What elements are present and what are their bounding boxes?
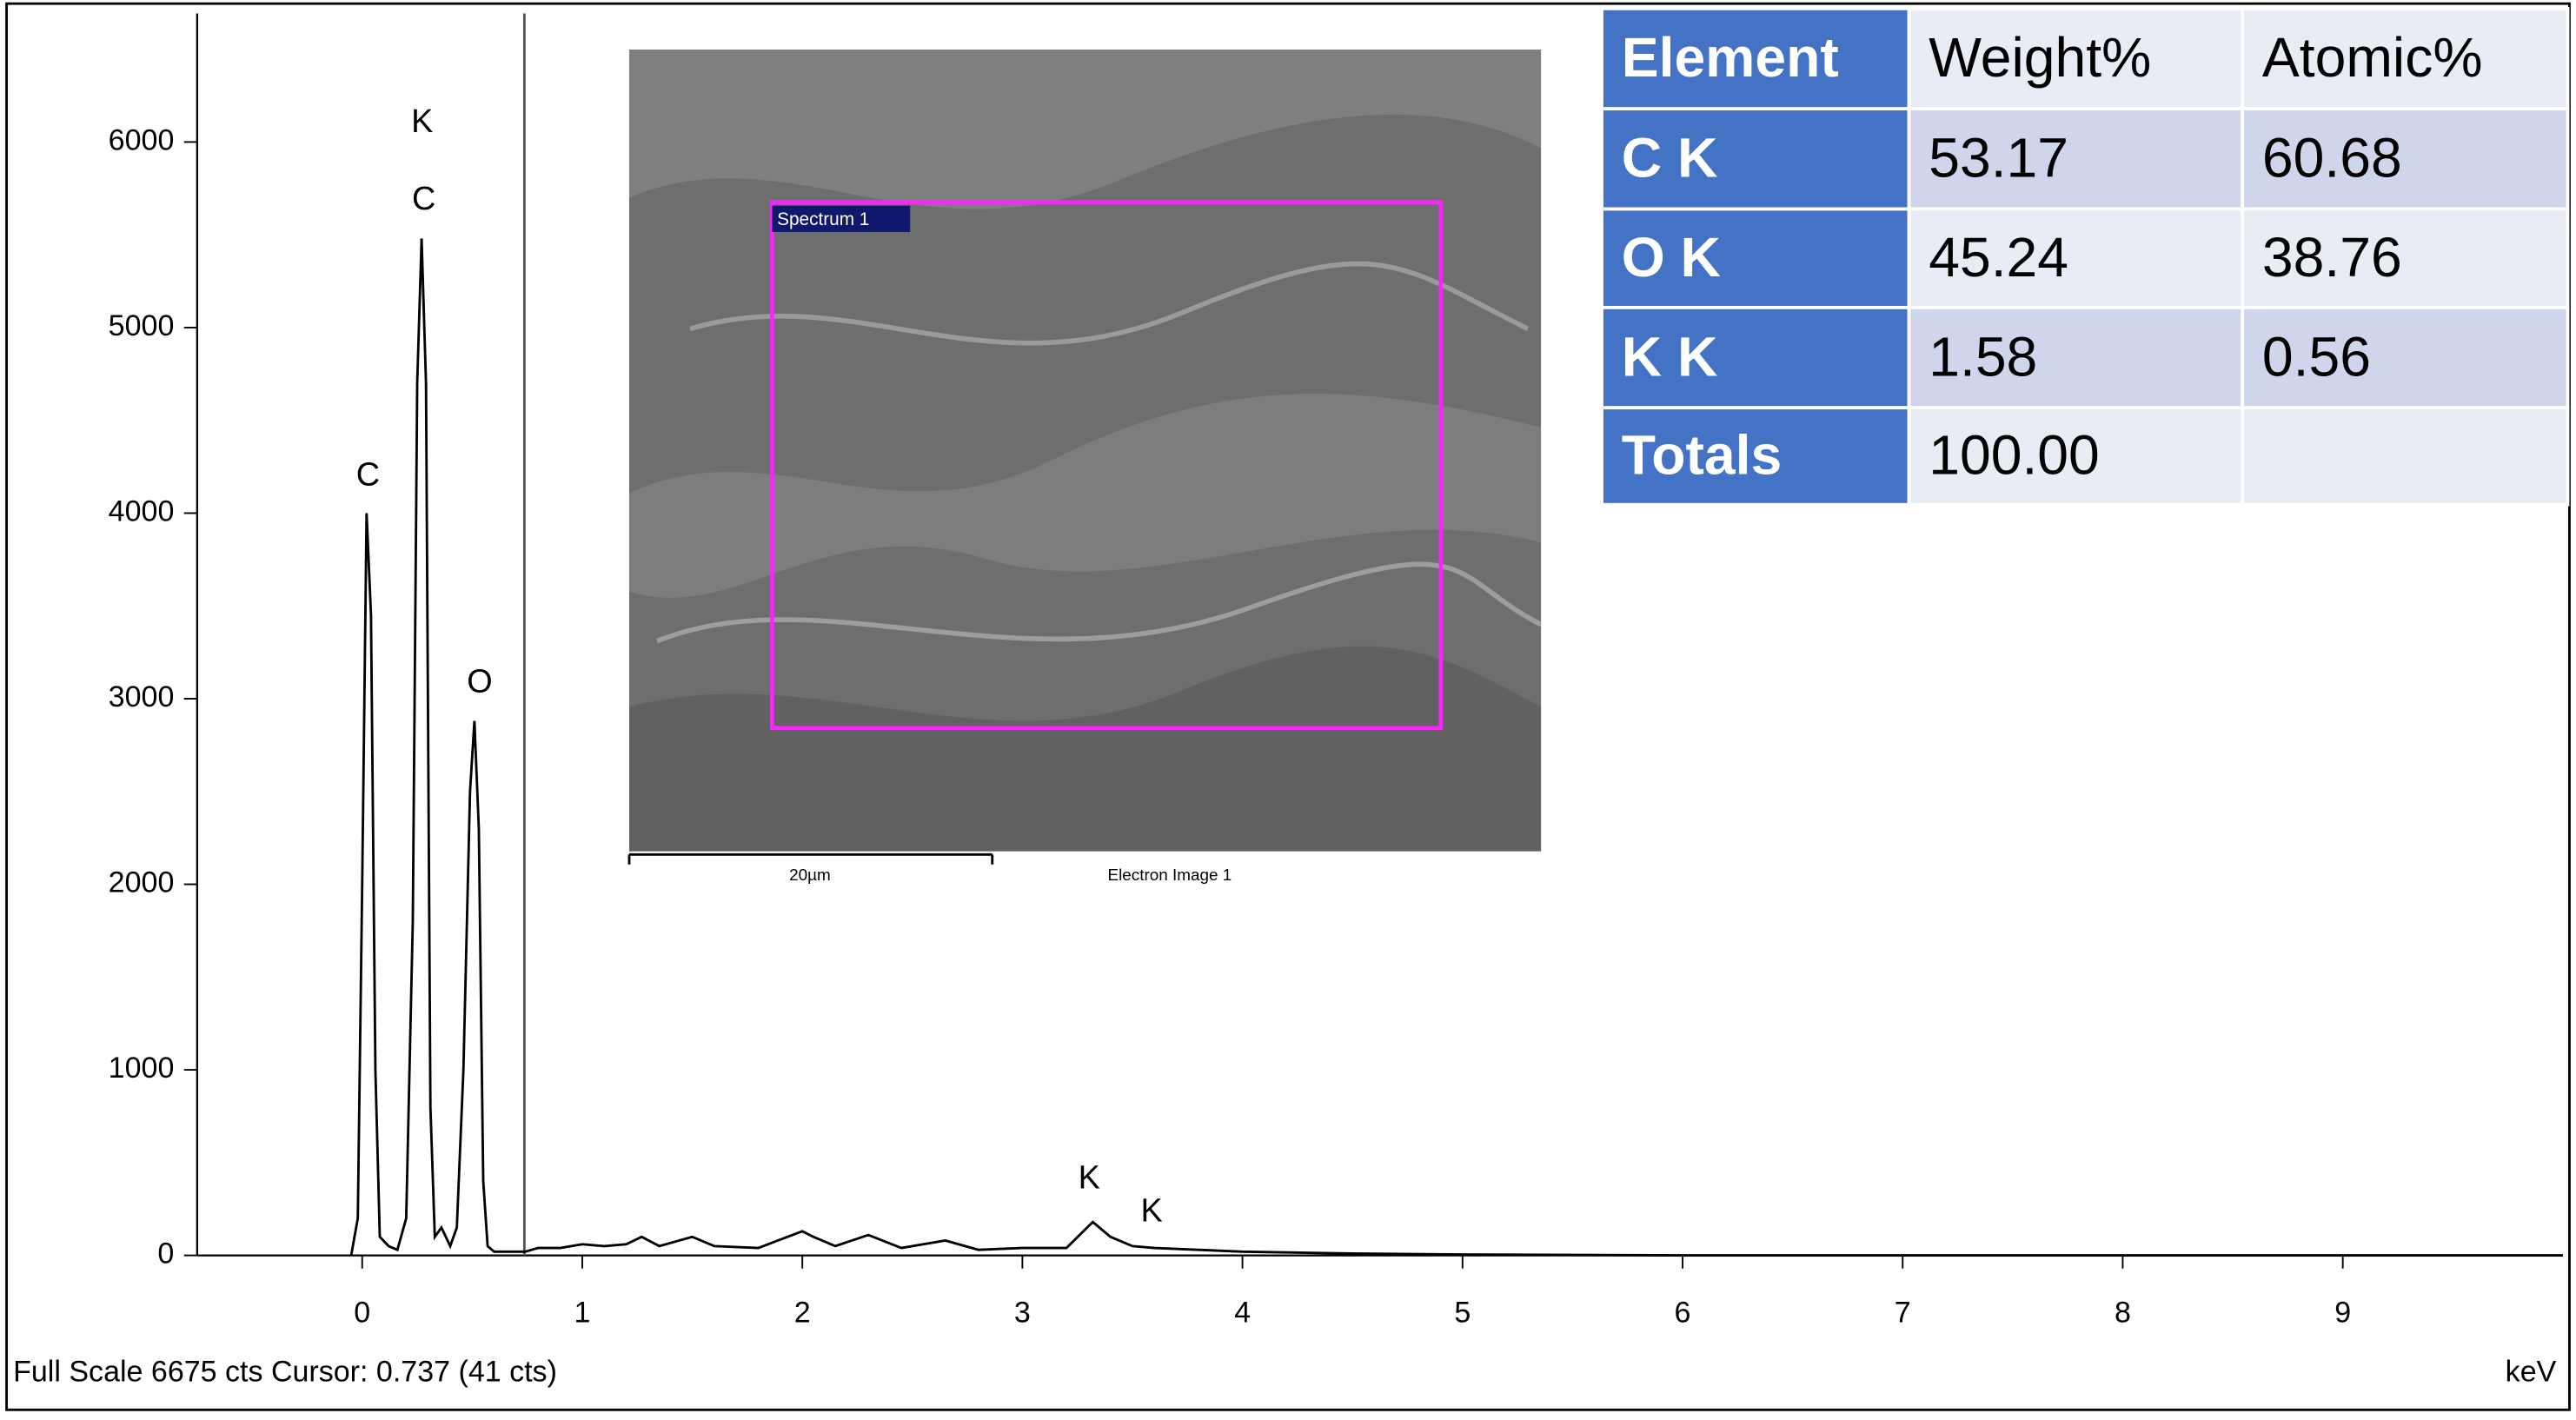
table-text: Atomic% [2262, 26, 2483, 89]
x-tick-label: 4 [1234, 1297, 1251, 1330]
texture [628, 394, 1542, 598]
table-text: Element [1622, 26, 1839, 89]
table-text: 100.00 [1929, 424, 2100, 487]
peak-label: C [356, 457, 380, 494]
y-tick-label: 6000 [109, 123, 175, 156]
table-cell [2241, 207, 2570, 309]
table-text: K K [1622, 325, 1718, 388]
table-cell [1907, 406, 2245, 507]
table-cell [2241, 305, 2570, 410]
x-tick-label: 3 [1014, 1297, 1031, 1330]
peak-label: K [1140, 1192, 1162, 1229]
x-axis-label: keV [2506, 1356, 2557, 1389]
texture [656, 561, 1543, 644]
table-text: 38.76 [2262, 226, 2402, 289]
peak-label: K [411, 103, 433, 140]
x-tick-label: 1 [574, 1297, 590, 1330]
y-tick-label: 5000 [109, 309, 175, 342]
y-tick-label: 0 [157, 1238, 174, 1271]
table-text: 45.24 [1929, 226, 2068, 289]
x-tick-label: 8 [2115, 1297, 2131, 1330]
x-tick-label: 0 [354, 1297, 370, 1330]
table-text: Weight% [1929, 26, 2151, 89]
table-cell [2241, 107, 2570, 211]
peak-label: O [467, 664, 492, 700]
peak-label: K [1079, 1160, 1100, 1197]
table-cell [2241, 6, 2570, 111]
spectrum-line [349, 238, 2563, 1257]
x-tick-label: 5 [1454, 1297, 1471, 1330]
table-text: O K [1622, 226, 1721, 289]
table-cell [1907, 305, 2245, 410]
table-cell [1600, 305, 1911, 410]
image-caption: Electron Image 1 [1107, 866, 1232, 885]
table-text: 53.17 [1929, 127, 2068, 189]
table-text: 60.68 [2262, 127, 2402, 189]
scale-label: 20µm [789, 866, 831, 885]
y-tick-label: 1000 [109, 1052, 175, 1085]
y-tick-label: 2000 [109, 866, 175, 899]
x-tick-label: 7 [1895, 1297, 1911, 1330]
electron-image: Spectrum 1 20µm Electron Image 1 [627, 50, 1543, 885]
table-cell [1600, 406, 1911, 507]
y-tick-label: 3000 [109, 680, 175, 713]
peak-label: C [412, 181, 435, 217]
texture [689, 261, 1530, 346]
table-text: Totals [1622, 424, 1782, 487]
table-text: 1.58 [1929, 325, 2037, 388]
composition-table: Element Weight% Atomic% C K 53.17 60.68 O K 45.… [1600, 6, 2570, 507]
spectrum-region [770, 200, 1444, 731]
table-cell [1600, 207, 1911, 309]
texture [628, 50, 1542, 209]
x-tick-label: 6 [1675, 1297, 1691, 1330]
table-cell [2241, 406, 2570, 507]
scale-bar [627, 853, 994, 865]
texture [628, 646, 1542, 852]
y-tick-label: 4000 [109, 494, 175, 528]
marker-box [772, 205, 911, 232]
table-text: C K [1622, 127, 1718, 189]
x-tick-label: 9 [2334, 1297, 2351, 1330]
x-tick-label: 2 [794, 1297, 811, 1330]
table-cell [1907, 6, 2245, 111]
table-cell [1907, 207, 2245, 309]
marker-label: Spectrum 1 [777, 209, 869, 229]
status-line: Full Scale 6675 cts Cursor: 0.737 (41 ct… [13, 1356, 557, 1389]
table-text: 0.56 [2262, 325, 2371, 388]
table-cell [1907, 107, 2245, 211]
table-cell [1600, 107, 1911, 211]
